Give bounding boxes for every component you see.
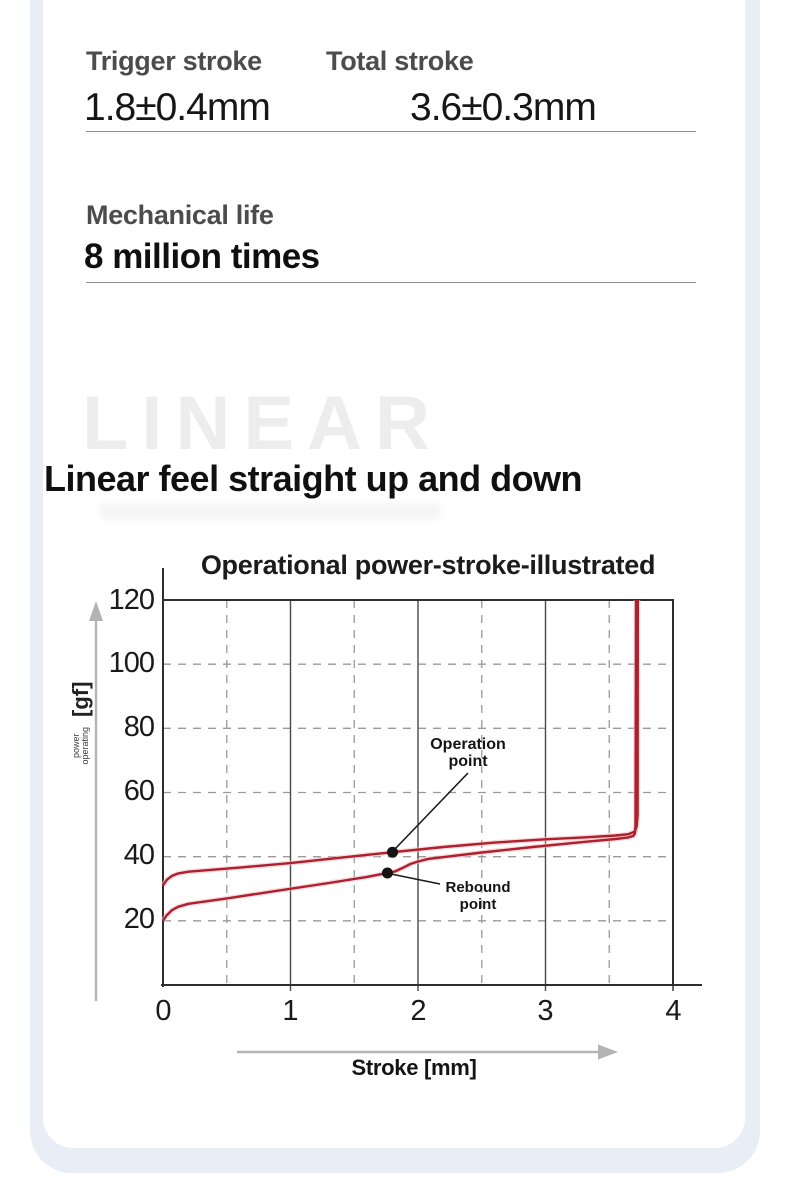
force-stroke-chart bbox=[89, 568, 702, 1060]
rebound-label-line1: Rebound bbox=[445, 879, 511, 896]
x-tick-2: 2 bbox=[410, 995, 426, 1027]
trigger-stroke-value: 1.8±0.4mm bbox=[84, 86, 271, 129]
watermark-reflection bbox=[100, 503, 440, 520]
y-axis-sublabel-word-operating: operating bbox=[80, 726, 90, 765]
y-tick-80: 80 bbox=[123, 711, 155, 743]
y-axis-label: operating power [gf] bbox=[58, 639, 104, 807]
linear-watermark: LINEAR bbox=[82, 381, 443, 466]
mechanical-life-label: Mechanical life bbox=[86, 200, 274, 230]
operation-point-marker bbox=[387, 846, 398, 858]
y-tick-120: 120 bbox=[108, 584, 155, 616]
x-tick-1: 1 bbox=[282, 995, 298, 1027]
operation-point-leader bbox=[393, 772, 469, 851]
operation-point-label: Operation point bbox=[408, 736, 528, 770]
rebound-label-line2: point bbox=[459, 896, 497, 913]
y-tick-40: 40 bbox=[123, 839, 155, 871]
operation-label-line1: Operation bbox=[430, 736, 506, 753]
release-force-curve bbox=[161, 598, 638, 922]
divider-line bbox=[86, 131, 696, 132]
rebound-point-label: Rebound point bbox=[418, 879, 538, 913]
rebound-point-marker bbox=[381, 867, 393, 879]
x-axis-label: Stroke [mm] bbox=[351, 1055, 477, 1080]
y-tick-60: 60 bbox=[123, 775, 155, 807]
section-heading: Linear feel straight up and down bbox=[44, 458, 583, 499]
y-tick-100: 100 bbox=[108, 647, 155, 679]
chart-title: Operational power-stroke-illustrated bbox=[200, 550, 656, 580]
trigger-stroke-label: Trigger stroke bbox=[86, 46, 262, 76]
x-tick-0: 0 bbox=[155, 995, 171, 1027]
release-curve-halo bbox=[163, 600, 636, 921]
vertical-gridlines-dashed bbox=[226, 600, 610, 985]
operation-label-line2: point bbox=[448, 753, 488, 770]
total-stroke-value: 3.6±0.3mm bbox=[410, 86, 597, 129]
content-card bbox=[43, 0, 745, 1148]
y-tick-20: 20 bbox=[123, 903, 155, 935]
y-direction-arrow-icon bbox=[89, 601, 103, 1001]
x-tick-3: 3 bbox=[537, 995, 553, 1027]
rebound-point-leader bbox=[390, 873, 441, 885]
mechanical-life-value: 8 million times bbox=[84, 237, 320, 276]
divider-line bbox=[86, 282, 696, 283]
y-axis-sublabel: operating power bbox=[71, 726, 90, 765]
total-stroke-label: Total stroke bbox=[326, 46, 474, 76]
vertical-gridlines-solid bbox=[289, 600, 547, 991]
y-axis-unit-label: [gf] bbox=[68, 681, 93, 717]
x-direction-arrow-icon bbox=[237, 1044, 618, 1060]
x-tick-4: 4 bbox=[665, 995, 681, 1027]
